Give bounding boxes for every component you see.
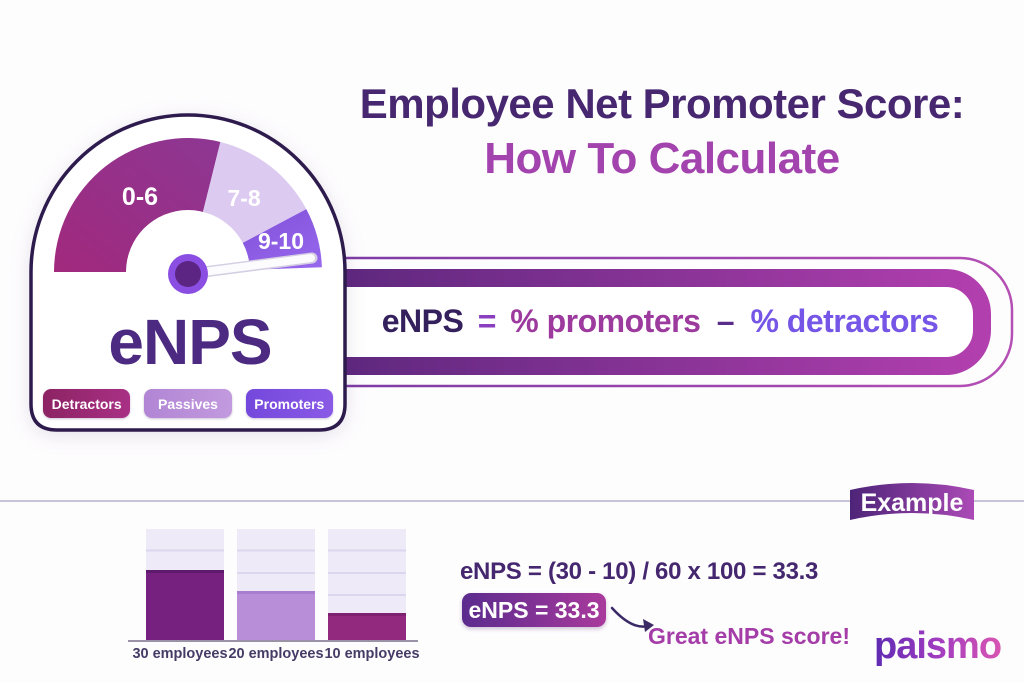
employee-bar-chart bbox=[146, 529, 406, 641]
bar-chart-baseline bbox=[128, 640, 418, 642]
formula-equals: = bbox=[477, 303, 497, 339]
section-divider bbox=[0, 500, 1024, 502]
bar-fill-20 bbox=[237, 590, 315, 641]
result-badge: eNPS = 33.3 bbox=[462, 593, 606, 627]
example-calculation: eNPS = (30 - 10) / 60 x 100 = 33.3 bbox=[460, 558, 819, 585]
bar-chart-labels: 30 employees 20 employees 10 employees bbox=[132, 646, 420, 662]
paismo-logo: paismo bbox=[874, 625, 1002, 667]
gauge-needle bbox=[184, 254, 315, 278]
page-title: Employee Net Promoter Score: How To Calc… bbox=[300, 80, 1024, 184]
bar-column-10 bbox=[328, 529, 406, 641]
great-score-note: Great eNPS score! bbox=[648, 623, 850, 649]
example-ribbon-label: Example bbox=[861, 489, 964, 517]
gauge-range-promoters: 9-10 bbox=[258, 228, 304, 254]
formula-promoters: % promoters bbox=[510, 303, 701, 339]
bar-label-10: 10 employees bbox=[324, 646, 420, 662]
bar-column-30 bbox=[146, 529, 224, 641]
example-ribbon-shape bbox=[850, 483, 974, 520]
bar-fill-30 bbox=[146, 570, 224, 641]
gauge-card: 0-6 7-8 9-10 eNPS bbox=[29, 113, 347, 432]
gauge-hub bbox=[175, 261, 201, 287]
formula-detractors: % detractors bbox=[750, 303, 939, 339]
gauge-title-enps: eNPS bbox=[108, 306, 271, 378]
bar-label-20: 20 employees bbox=[228, 646, 324, 662]
legend-pill-detractors: Detractors bbox=[43, 389, 131, 418]
legend-pill-passives: Passives bbox=[144, 389, 232, 418]
example-ribbon: Example bbox=[850, 483, 974, 520]
title-line-2: How To Calculate bbox=[484, 134, 840, 183]
legend-pill-promoters: Promoters bbox=[245, 389, 333, 418]
gauge-range-passives: 7-8 bbox=[227, 185, 260, 211]
enps-formula: eNPS = % promoters – % detractors bbox=[340, 302, 980, 340]
gauge-range-detractors: 0-6 bbox=[122, 183, 158, 211]
title-line-1: Employee Net Promoter Score: bbox=[359, 80, 965, 127]
formula-lhs: eNPS bbox=[381, 303, 464, 339]
gauge-legend: Detractors Passives Promoters bbox=[43, 389, 333, 418]
formula-minus: – bbox=[716, 303, 735, 339]
bar-label-30: 30 employees bbox=[132, 646, 228, 662]
bar-fill-10 bbox=[328, 613, 406, 641]
bar-column-20 bbox=[237, 529, 315, 641]
curved-arrow-icon bbox=[610, 606, 654, 632]
